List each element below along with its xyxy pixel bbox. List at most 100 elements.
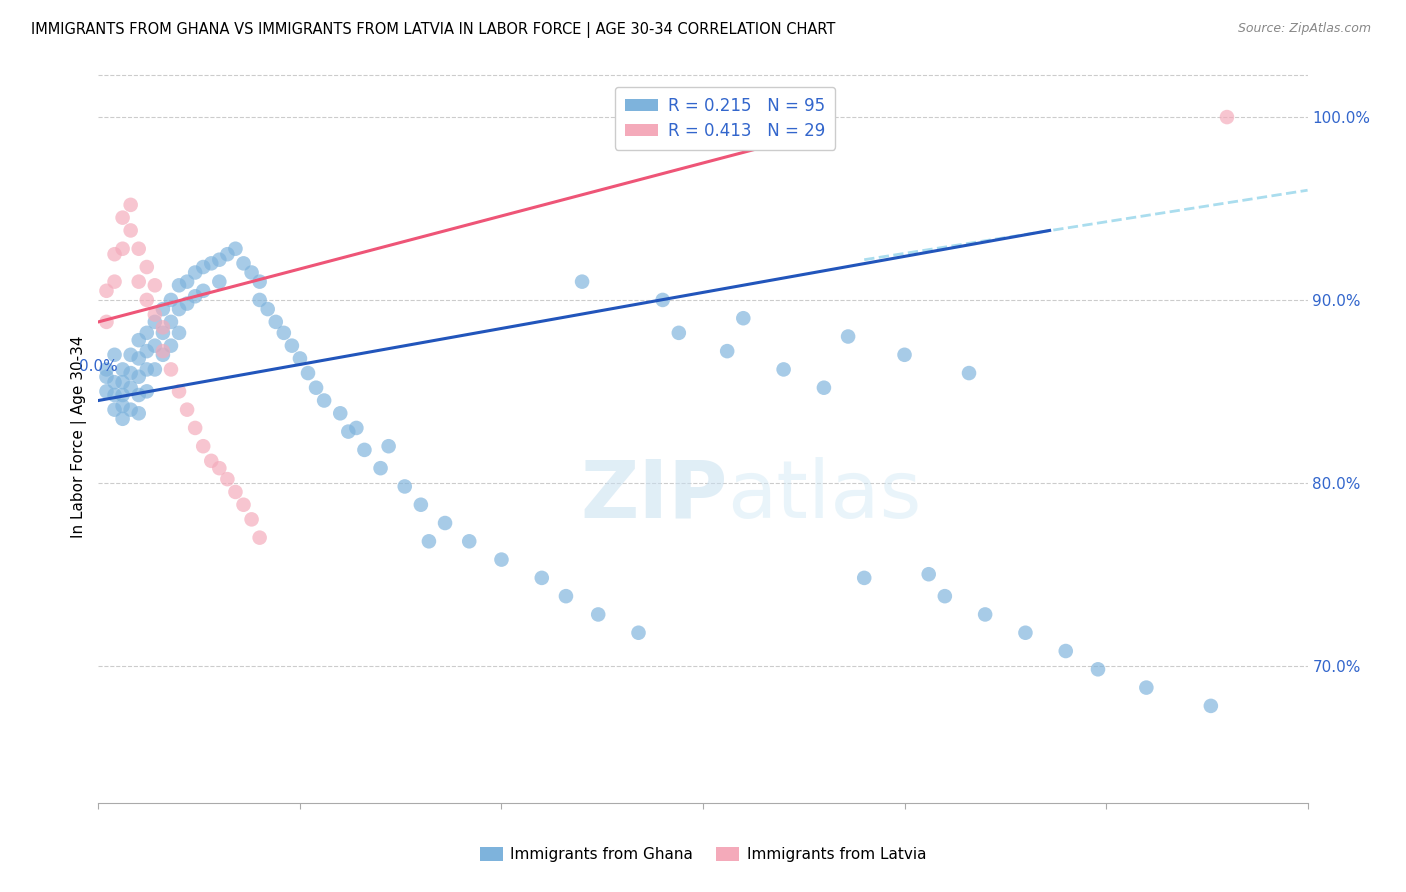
Text: Source: ZipAtlas.com: Source: ZipAtlas.com — [1237, 22, 1371, 36]
Point — [733, 311, 755, 326]
Point — [160, 338, 183, 352]
Point — [314, 393, 336, 408]
Point — [120, 198, 142, 212]
Point — [353, 442, 375, 457]
Point — [256, 301, 278, 316]
Point — [434, 516, 457, 530]
Point — [135, 326, 157, 340]
Point — [288, 351, 311, 366]
Point — [167, 384, 190, 399]
Point — [167, 278, 190, 293]
Point — [120, 381, 142, 395]
Point — [974, 607, 997, 622]
Point — [176, 402, 198, 417]
Point — [96, 362, 118, 376]
Point — [281, 338, 304, 352]
Point — [668, 326, 690, 340]
Point — [103, 275, 125, 289]
Point — [184, 289, 207, 303]
Text: atlas: atlas — [727, 457, 921, 534]
Point — [1199, 698, 1222, 713]
Point — [193, 439, 215, 453]
Point — [111, 242, 134, 256]
Point — [853, 571, 876, 585]
Point — [224, 242, 246, 256]
Point — [837, 329, 859, 343]
Point — [96, 284, 118, 298]
Point — [555, 589, 578, 603]
Point — [96, 369, 118, 384]
Point — [111, 211, 134, 225]
Point — [934, 589, 956, 603]
Point — [152, 326, 174, 340]
Point — [111, 399, 134, 413]
Point — [1135, 681, 1157, 695]
Point — [208, 252, 231, 267]
Point — [586, 607, 609, 622]
Point — [135, 362, 157, 376]
Point — [491, 552, 513, 566]
Point — [249, 275, 271, 289]
Point — [370, 461, 392, 475]
Point — [111, 362, 134, 376]
Point — [152, 344, 174, 359]
Point — [128, 275, 150, 289]
Point — [193, 260, 215, 274]
Point — [651, 293, 673, 307]
Point — [394, 479, 416, 493]
Point — [813, 381, 835, 395]
Point — [893, 348, 915, 362]
Point — [264, 315, 287, 329]
Point — [918, 567, 941, 582]
Point — [160, 293, 183, 307]
Point — [120, 366, 142, 380]
Y-axis label: In Labor Force | Age 30-34: In Labor Force | Age 30-34 — [72, 335, 87, 539]
Point — [96, 384, 118, 399]
Point — [176, 275, 198, 289]
Point — [167, 326, 190, 340]
Point — [208, 275, 231, 289]
Point — [184, 421, 207, 435]
Point — [344, 421, 367, 435]
Point — [167, 301, 190, 316]
Text: ZIP: ZIP — [579, 457, 727, 534]
Point — [337, 425, 360, 439]
Point — [240, 512, 263, 526]
Point — [208, 461, 231, 475]
Point — [160, 362, 183, 376]
Point — [409, 498, 432, 512]
Point — [716, 344, 738, 359]
Point — [128, 388, 150, 402]
Point — [128, 242, 150, 256]
Point — [143, 278, 166, 293]
Point — [160, 315, 183, 329]
Point — [103, 348, 125, 362]
Point — [135, 260, 157, 274]
Text: 0.0%: 0.0% — [79, 359, 118, 374]
Point — [1054, 644, 1077, 658]
Point — [184, 265, 207, 279]
Point — [152, 348, 174, 362]
Point — [200, 256, 222, 270]
Point — [571, 275, 593, 289]
Point — [103, 247, 125, 261]
Text: IMMIGRANTS FROM GHANA VS IMMIGRANTS FROM LATVIA IN LABOR FORCE | AGE 30-34 CORRE: IMMIGRANTS FROM GHANA VS IMMIGRANTS FROM… — [31, 22, 835, 38]
Point — [627, 625, 650, 640]
Point — [111, 375, 134, 389]
Point — [249, 293, 271, 307]
Point — [530, 571, 553, 585]
Point — [217, 472, 239, 486]
Point — [143, 362, 166, 376]
Point — [143, 315, 166, 329]
Point — [297, 366, 319, 380]
Point — [135, 344, 157, 359]
Point — [1087, 662, 1109, 676]
Point — [1014, 625, 1036, 640]
Point — [240, 265, 263, 279]
Point — [128, 369, 150, 384]
Point — [418, 534, 440, 549]
Point — [458, 534, 481, 549]
Point — [1216, 110, 1239, 124]
Point — [103, 375, 125, 389]
Point — [249, 531, 271, 545]
